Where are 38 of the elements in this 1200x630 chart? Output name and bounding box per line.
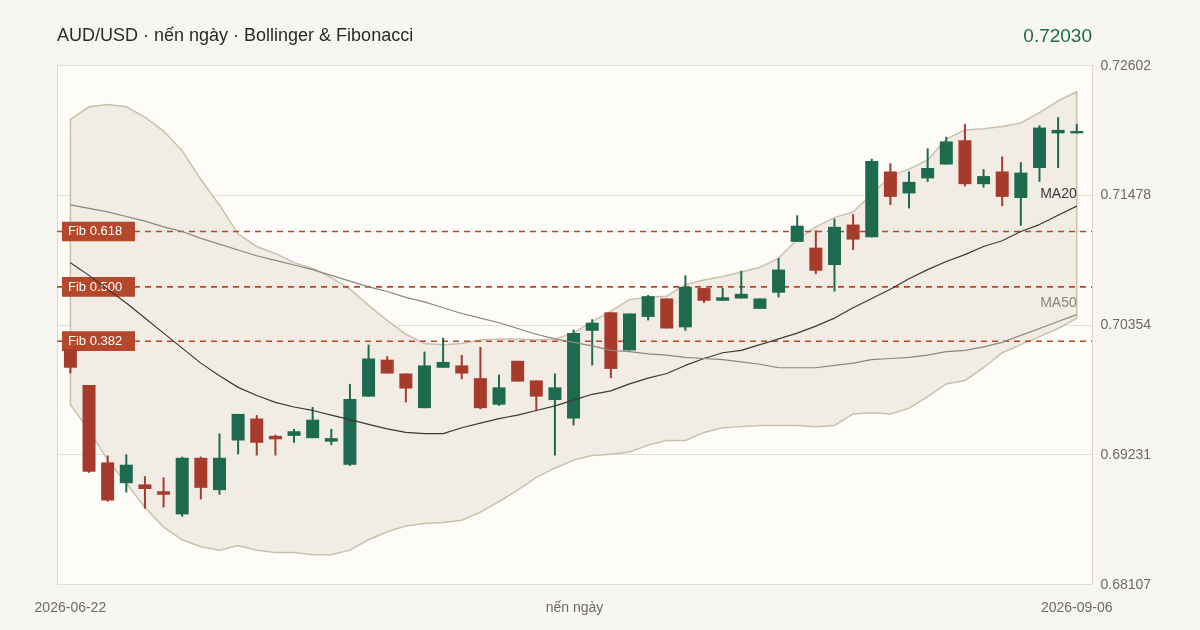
candlestick <box>585 318 599 367</box>
y-tick-label: 0.72602 <box>1100 56 1152 73</box>
y-tick-label: 0.68107 <box>1100 575 1152 592</box>
candlestick <box>921 147 935 183</box>
candlestick <box>902 170 916 210</box>
candlestick <box>529 379 543 412</box>
series-label: MA50 <box>1040 293 1077 310</box>
x-tick-label: 2026-09-06 <box>1040 599 1113 615</box>
candlestick <box>157 476 171 509</box>
candlestick <box>548 372 562 457</box>
candlestick <box>492 373 506 407</box>
text: 0.72030 <box>1023 25 1092 46</box>
candlestick <box>436 336 450 369</box>
candlestick <box>772 257 786 299</box>
candlestick <box>399 372 413 404</box>
candlestick <box>641 294 655 322</box>
candlestick <box>306 406 320 440</box>
candlestick <box>809 229 823 276</box>
candlestick <box>977 168 991 189</box>
series-label: MA20 <box>1040 185 1077 202</box>
x-tick-label: 2026-06-22 <box>34 599 107 615</box>
ref-line-label: Fib 0.382 <box>68 333 123 349</box>
line-series <box>69 205 1078 435</box>
text: nến ngày <box>545 599 604 615</box>
y-tick-label: 0.70354 <box>1100 316 1152 333</box>
candlestick <box>790 214 804 243</box>
y-tick-label: 0.71478 <box>1100 186 1152 203</box>
chart-title: AUD/USD · nến ngày · Bollinger & Fibonacci <box>57 25 414 45</box>
candlestick <box>455 354 469 381</box>
ref-line-label: Fib 0.500 <box>68 278 123 294</box>
candlestick <box>63 348 77 375</box>
y-tick-label: 0.69231 <box>1100 445 1152 462</box>
candlestick <box>138 475 152 510</box>
ref-line-label: Fib 0.618 <box>68 223 123 239</box>
line-series <box>69 204 1078 369</box>
candlestick <box>119 453 133 494</box>
candlestick <box>846 213 860 251</box>
candlestick <box>939 135 953 166</box>
